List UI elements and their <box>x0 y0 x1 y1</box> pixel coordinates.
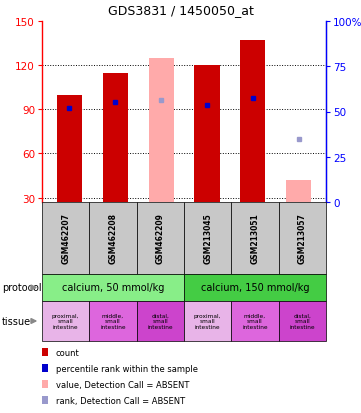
Text: proximal,
small
intestine: proximal, small intestine <box>52 313 79 330</box>
Text: proximal,
small
intestine: proximal, small intestine <box>194 313 221 330</box>
Text: GDS3831 / 1450050_at: GDS3831 / 1450050_at <box>108 5 253 17</box>
Bar <box>286 180 311 202</box>
Text: distal,
small
intestine: distal, small intestine <box>148 313 173 330</box>
Text: middle,
small
intestine: middle, small intestine <box>100 313 126 330</box>
Text: percentile rank within the sample: percentile rank within the sample <box>56 364 198 373</box>
Bar <box>240 41 265 202</box>
Text: rank, Detection Call = ABSENT: rank, Detection Call = ABSENT <box>56 396 185 405</box>
Bar <box>57 95 82 202</box>
Text: GSM462209: GSM462209 <box>156 213 165 264</box>
Bar <box>148 59 174 202</box>
Text: GSM213051: GSM213051 <box>251 213 260 264</box>
Bar <box>194 66 219 202</box>
Text: GSM462208: GSM462208 <box>109 213 117 264</box>
Text: GSM213057: GSM213057 <box>298 213 307 264</box>
Text: calcium, 150 mmol/kg: calcium, 150 mmol/kg <box>201 283 309 293</box>
Text: GSM462207: GSM462207 <box>61 213 70 264</box>
Text: value, Detection Call = ABSENT: value, Detection Call = ABSENT <box>56 380 189 389</box>
Text: calcium, 50 mmol/kg: calcium, 50 mmol/kg <box>62 283 164 293</box>
Bar <box>103 74 128 202</box>
Text: count: count <box>56 348 79 357</box>
Text: middle,
small
intestine: middle, small intestine <box>242 313 268 330</box>
Text: protocol: protocol <box>2 283 42 293</box>
Text: distal,
small
intestine: distal, small intestine <box>290 313 315 330</box>
Text: tissue: tissue <box>2 316 31 326</box>
Text: GSM213045: GSM213045 <box>203 213 212 264</box>
